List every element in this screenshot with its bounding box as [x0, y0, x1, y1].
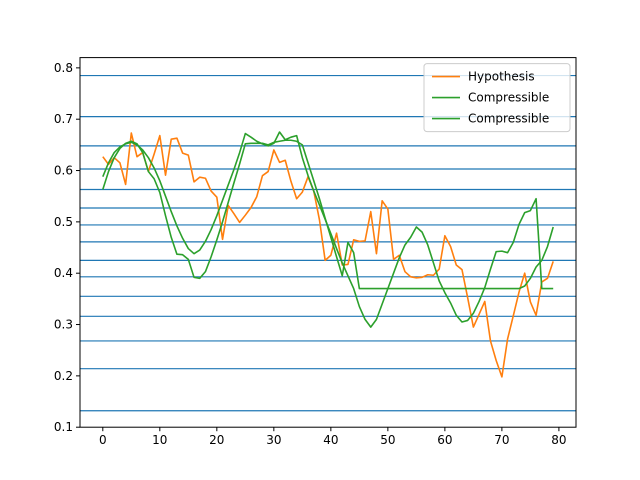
y-tick-label: 0.7 — [54, 112, 73, 126]
x-tick-label: 0 — [99, 433, 107, 447]
plot-frame — [79, 57, 577, 428]
legend-label: Compressible — [468, 112, 549, 126]
x-tick-label: 60 — [437, 433, 452, 447]
horizontal-reference-lines — [80, 74, 576, 412]
y-tick-label: 0.1 — [54, 420, 73, 434]
legend-label: Compressible — [468, 91, 549, 105]
x-tick-label: 20 — [209, 433, 224, 447]
series-lines — [102, 131, 554, 378]
series-line-0 — [102, 132, 554, 378]
y-tick-label: 0.8 — [54, 61, 73, 75]
y-tick-label: 0.3 — [54, 318, 73, 332]
y-tick-label: 0.2 — [54, 369, 73, 383]
y-tick-label: 0.6 — [54, 164, 73, 178]
legend-label: Hypothesis — [468, 70, 535, 84]
x-tick-label: 50 — [380, 433, 395, 447]
x-tick-label: 10 — [152, 433, 167, 447]
series-line-2 — [102, 139, 554, 290]
legend-box — [423, 63, 571, 133]
x-tick-label: 30 — [266, 433, 281, 447]
x-tick-label: 40 — [323, 433, 338, 447]
y-tick-label: 0.5 — [54, 215, 73, 229]
x-tick-label: 80 — [551, 433, 566, 447]
x-tick-label: 70 — [494, 433, 509, 447]
x-axis: 0 10 20 30 40 50 60 70 80 — [99, 427, 567, 447]
y-axis: 0.1 0.2 0.3 0.4 0.5 0.6 0.7 0.8 — [54, 61, 80, 434]
y-tick-label: 0.4 — [54, 266, 73, 280]
legend: Hypothesis Compressible Compressible — [423, 63, 571, 133]
